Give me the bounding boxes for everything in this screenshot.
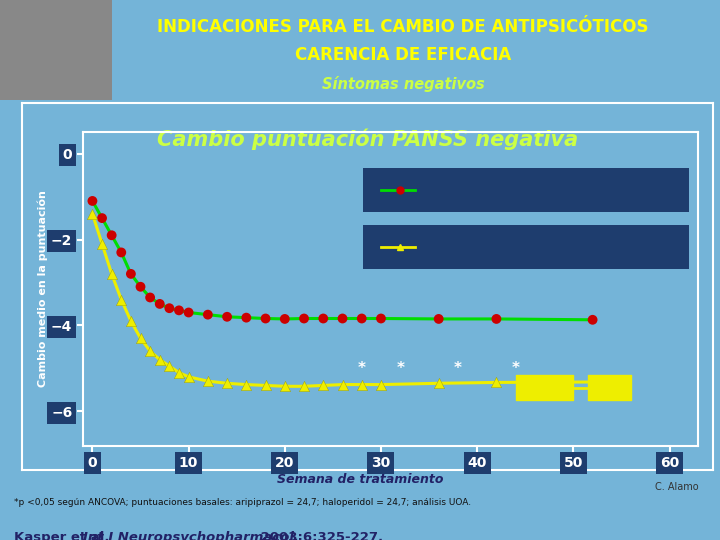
Point bbox=[154, 355, 166, 364]
Bar bbox=[0, 0, 112, 100]
Point bbox=[337, 314, 348, 323]
Point bbox=[86, 197, 98, 205]
Text: Kasper et al.: Kasper et al. bbox=[14, 531, 114, 540]
FancyBboxPatch shape bbox=[363, 225, 689, 268]
Text: Síntomas negativos: Síntomas negativos bbox=[322, 76, 485, 92]
Point bbox=[145, 347, 156, 355]
Point bbox=[135, 334, 146, 342]
Y-axis label: Cambio medio en la puntuación: Cambio medio en la puntuación bbox=[37, 191, 48, 387]
Point bbox=[298, 314, 310, 323]
Point bbox=[154, 300, 166, 308]
Text: *p <0,05 según ANCOVA; puntuaciones basales: aripiprazol = 24,7; haloperidol = 2: *p <0,05 según ANCOVA; puntuaciones basa… bbox=[14, 498, 472, 507]
Point bbox=[318, 381, 329, 390]
Text: *: * bbox=[454, 361, 462, 376]
Point bbox=[183, 373, 194, 381]
Point bbox=[115, 248, 127, 256]
Point bbox=[183, 308, 194, 317]
Point bbox=[433, 315, 444, 323]
Text: *: * bbox=[512, 361, 520, 376]
Text: INDICACIONES PARA EL CAMBIO DE ANTIPSICÓTICOS: INDICACIONES PARA EL CAMBIO DE ANTIPSICÓ… bbox=[158, 18, 649, 36]
Point bbox=[221, 379, 233, 388]
Point bbox=[86, 210, 98, 218]
Point bbox=[298, 382, 310, 390]
Point bbox=[337, 380, 348, 389]
Point bbox=[240, 380, 252, 389]
Point bbox=[221, 313, 233, 321]
Point bbox=[125, 269, 137, 278]
Text: Aripiprazol 30 mg/d (n = 853): Aripiprazol 30 mg/d (n = 853) bbox=[421, 241, 606, 252]
Point bbox=[106, 231, 117, 240]
Point bbox=[318, 314, 329, 323]
Point bbox=[174, 368, 185, 377]
Point bbox=[174, 306, 185, 315]
Point bbox=[587, 377, 598, 386]
Text: Haloperidol 10 mg/d (n = 430): Haloperidol 10 mg/d (n = 430) bbox=[421, 185, 610, 195]
Point bbox=[587, 315, 598, 324]
Point bbox=[260, 314, 271, 323]
Text: *: * bbox=[396, 361, 404, 376]
Point bbox=[163, 304, 175, 313]
Point bbox=[202, 377, 214, 386]
Point bbox=[202, 310, 214, 319]
Text: Semana de tratamiento: Semana de tratamiento bbox=[276, 473, 444, 486]
Point bbox=[279, 315, 291, 323]
Point bbox=[375, 380, 387, 389]
Text: Int J Neuropsychopharmacol.: Int J Neuropsychopharmacol. bbox=[83, 531, 299, 540]
Text: 2003;6:325-227.: 2003;6:325-227. bbox=[256, 531, 383, 540]
Text: Cambio puntuación PANSS negativa: Cambio puntuación PANSS negativa bbox=[156, 129, 578, 150]
FancyBboxPatch shape bbox=[363, 168, 689, 212]
Point bbox=[125, 317, 137, 326]
Point bbox=[145, 293, 156, 302]
Point bbox=[96, 214, 108, 222]
Point bbox=[135, 282, 146, 291]
Point bbox=[279, 382, 291, 390]
Point bbox=[490, 378, 502, 387]
Point bbox=[375, 314, 387, 323]
Point bbox=[240, 313, 252, 322]
Point bbox=[106, 269, 117, 278]
Point bbox=[163, 362, 175, 370]
Point bbox=[490, 315, 502, 323]
Text: CARENCIA DE EFICACIA: CARENCIA DE EFICACIA bbox=[295, 46, 511, 64]
Point bbox=[96, 240, 108, 248]
Text: *: * bbox=[358, 361, 366, 376]
Point bbox=[260, 381, 271, 390]
Text: C. Alamo: C. Alamo bbox=[654, 482, 698, 492]
Point bbox=[433, 379, 444, 388]
Point bbox=[115, 295, 127, 304]
Point bbox=[356, 380, 367, 389]
Point bbox=[356, 314, 367, 323]
